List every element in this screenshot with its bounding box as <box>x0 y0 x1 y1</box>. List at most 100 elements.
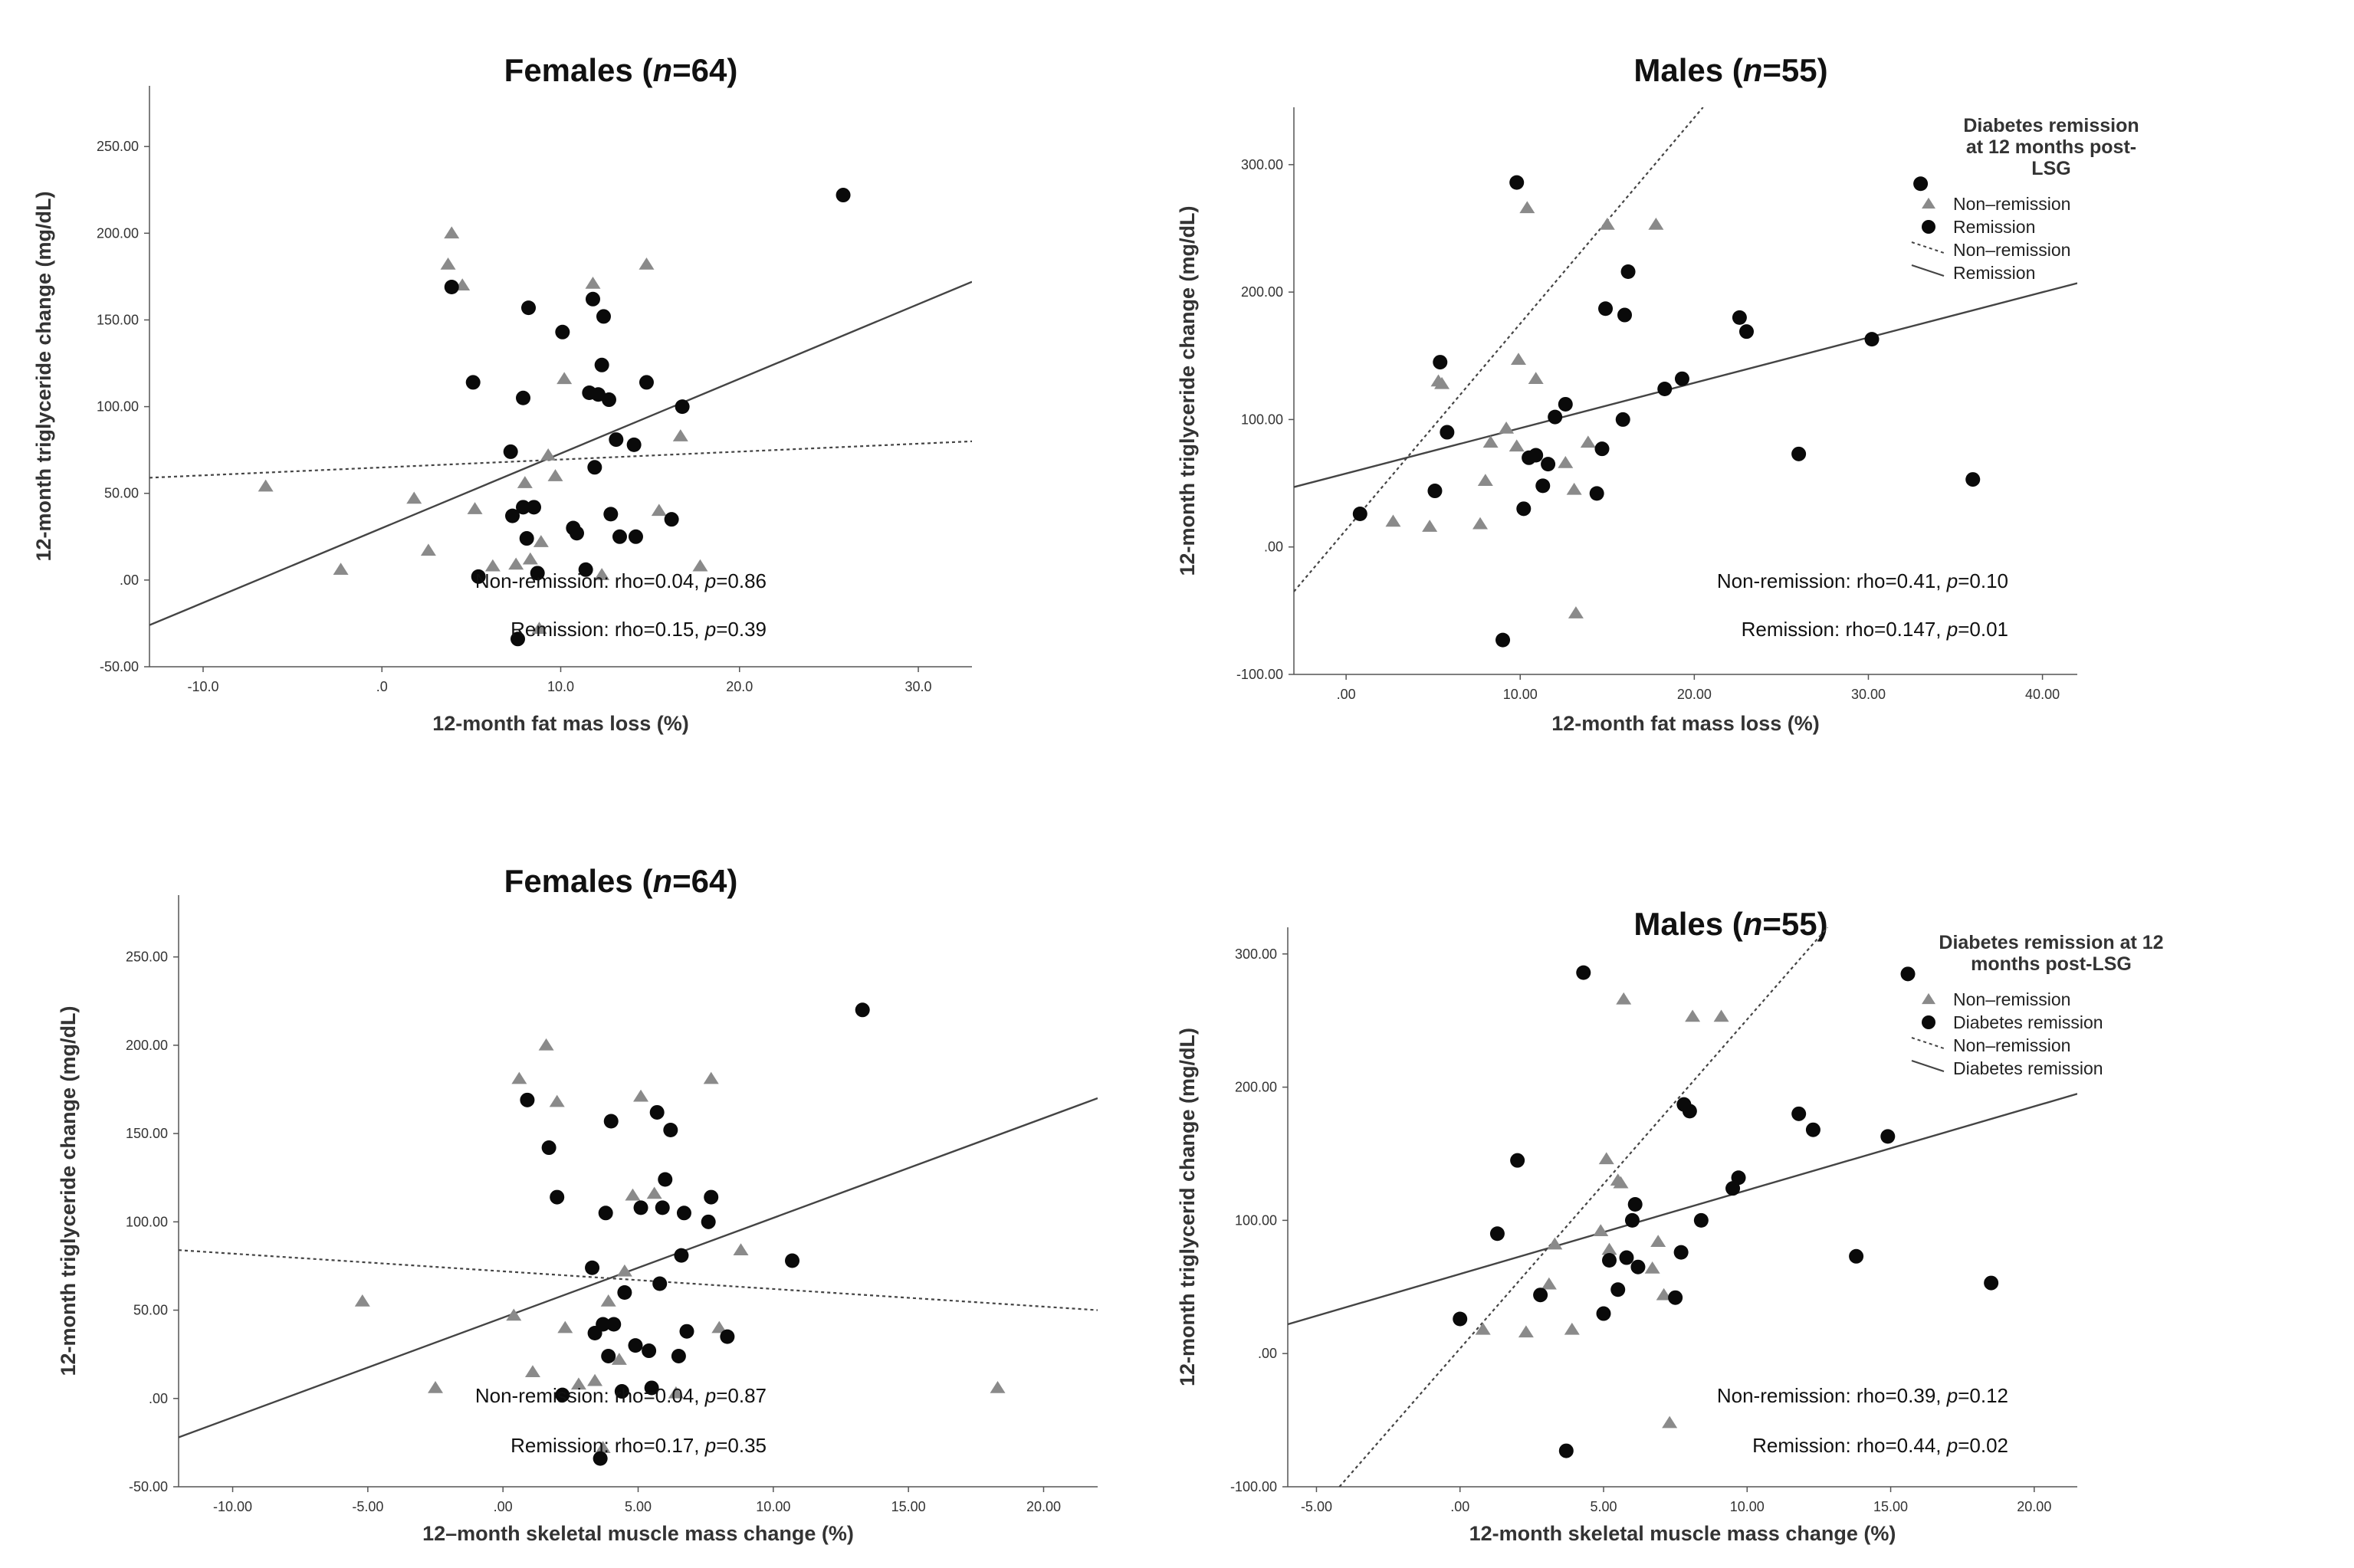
legend-label: Diabetes remission <box>1953 1058 2103 1078</box>
annotation-text: Non-remission: rho=0.04, <box>475 569 705 592</box>
nonremission-point <box>639 258 655 270</box>
remission-point <box>555 324 570 340</box>
remission-point <box>658 1172 673 1187</box>
y-axis-label: 12-month triglyceride change (mg/dL) <box>32 191 55 561</box>
stats-annotation: Non-remission: rho=0.04, p=0.87 <box>475 1384 767 1407</box>
remission-point <box>603 1114 619 1129</box>
remission-point <box>465 375 481 390</box>
remission-point <box>1674 371 1689 386</box>
nonremission-point <box>1566 482 1582 495</box>
remission-point <box>596 309 611 324</box>
chart-title: Females (n=64) <box>504 52 738 88</box>
nonremission-fit-line <box>1338 927 1828 1487</box>
title-text: =55) <box>1762 52 1827 88</box>
remission-point <box>521 300 537 316</box>
title-text: =64) <box>672 863 737 899</box>
remission-point <box>606 1317 622 1332</box>
x-tick-label: -5.00 <box>352 1499 383 1514</box>
remission-point <box>642 1343 657 1359</box>
remission-point <box>1489 1226 1505 1242</box>
remission-point <box>1725 1181 1741 1196</box>
remission-point <box>519 531 534 546</box>
nonremission-point <box>1656 1288 1672 1301</box>
legend-label: Non–remission <box>1953 1035 2070 1055</box>
remission-point <box>1791 446 1807 461</box>
remission-point <box>585 1260 600 1275</box>
remission-point <box>663 1122 678 1137</box>
annotation-p: p <box>704 569 716 592</box>
chart-title: Males (n=55) <box>1633 52 1827 88</box>
annotation-text: Remission: rho=0.44, <box>1752 1434 1947 1457</box>
nonremission-point <box>1601 1242 1617 1255</box>
stats-annotation: Non-remission: rho=0.41, p=0.10 <box>1717 569 2008 592</box>
annotation-text: =0.10 <box>1958 569 2008 592</box>
legend-dotted-line-icon <box>1911 1037 1945 1049</box>
remission-point <box>664 512 679 527</box>
nonremission-point <box>1510 353 1526 366</box>
nonremission-point <box>600 1294 616 1307</box>
nonremission-point <box>646 1186 662 1199</box>
nonremission-point <box>406 491 422 504</box>
remission-point <box>612 529 627 544</box>
annotation-text: =0.02 <box>1958 1434 2008 1457</box>
remission-point <box>617 1285 632 1301</box>
remission-point <box>516 390 531 405</box>
nonremission-point <box>508 557 524 570</box>
title-text: =55) <box>1762 906 1827 942</box>
y-axis-label: 12-month triglyceride change (mg/dL) <box>1176 205 1199 576</box>
nonremission-point <box>1518 1325 1534 1338</box>
nonremission-fit-line <box>149 440 972 479</box>
y-tick-label: 250.00 <box>126 950 168 965</box>
stats-annotation: Remission: rho=0.44, p=0.02 <box>1752 1434 2008 1457</box>
nonremission-point <box>733 1243 749 1255</box>
remission-point <box>555 1387 570 1402</box>
remission-point <box>628 529 643 544</box>
nonremission-point <box>556 372 573 385</box>
remission-point <box>855 1002 870 1018</box>
y-tick-label: 200.00 <box>97 225 139 241</box>
y-tick-label: 150.00 <box>97 312 139 327</box>
nonremission-point <box>533 535 549 547</box>
remission-point <box>1528 448 1544 463</box>
remission-point <box>628 1338 643 1353</box>
annotation-p: p <box>1946 569 1958 592</box>
nonremission-point <box>484 559 501 572</box>
nonremission-point <box>711 1320 727 1333</box>
title-text: Males ( <box>1633 906 1742 942</box>
nonremission-point <box>444 226 460 239</box>
legend-triangle-icon <box>1922 992 1935 1005</box>
x-axis-label: 12-month fat mass loss (%) <box>1551 712 1820 735</box>
nonremission-point <box>1564 1322 1580 1335</box>
nonremission-point <box>585 276 601 289</box>
remission-point <box>530 566 545 581</box>
x-tick-label: 20.0 <box>726 679 753 694</box>
nonremission-point <box>692 559 708 572</box>
nonremission-point <box>1713 1009 1729 1022</box>
nonremission-point <box>1472 517 1489 530</box>
x-tick-label: 15.00 <box>891 1499 926 1514</box>
nonremission-point <box>1422 520 1438 532</box>
x-tick-label: 30.00 <box>1851 687 1886 702</box>
remission-point <box>1615 412 1630 427</box>
nonremission-point <box>428 1380 444 1393</box>
remission-point <box>527 500 542 515</box>
legend-label: Non–remission <box>1953 240 2070 260</box>
remission-point <box>1624 1212 1640 1228</box>
remission-point <box>1913 176 1929 192</box>
title-text: Females ( <box>504 863 653 899</box>
x-tick-label: 10.00 <box>756 1499 790 1514</box>
legend-triangle-icon <box>1922 197 1935 209</box>
annotation-p: p <box>704 1434 716 1457</box>
nonremission-point <box>672 429 688 441</box>
remission-point <box>1657 382 1673 397</box>
nonremission-point <box>587 1373 603 1386</box>
nonremission-point <box>1650 1235 1666 1247</box>
remission-point <box>503 444 518 459</box>
stats-annotation: Non-remission: rho=0.39, p=0.12 <box>1717 1384 2008 1407</box>
y-axis-label: 12-month triglyceride change (mg/dL) <box>57 1005 80 1376</box>
nonremission-point <box>668 1386 684 1399</box>
nonremission-point <box>633 1089 649 1102</box>
nonremission-point <box>1477 474 1493 486</box>
nonremission-point <box>1568 606 1584 618</box>
nonremission-point <box>258 479 274 492</box>
